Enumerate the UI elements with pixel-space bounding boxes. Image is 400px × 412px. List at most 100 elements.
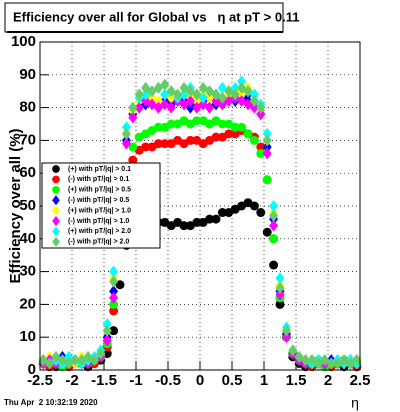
y-tick-label: 90	[19, 66, 36, 83]
data-point	[275, 282, 285, 294]
legend-marker	[52, 205, 60, 216]
data-point	[256, 108, 266, 121]
data-point	[160, 78, 170, 91]
data-point	[269, 200, 279, 212]
data-point	[230, 122, 240, 132]
data-point	[262, 175, 272, 185]
y-tick-label: 70	[19, 131, 36, 148]
data-point	[160, 139, 170, 149]
data-point	[269, 219, 279, 232]
data-point	[230, 88, 240, 101]
y-tick-label: 60	[19, 164, 36, 181]
data-point	[173, 88, 183, 101]
x-tick-label: 2	[324, 372, 332, 389]
data-point	[352, 354, 362, 367]
chart-title: Efficiency over all for Global vs η at p…	[13, 9, 299, 24]
data-point	[249, 135, 259, 145]
x-tick-label: -1.5	[91, 372, 117, 389]
x-tick-label: 1.5	[286, 372, 307, 389]
data-point	[109, 299, 119, 309]
data-point	[109, 285, 119, 298]
y-tick-label: 100	[11, 33, 36, 50]
data-point	[141, 142, 151, 152]
y-tick-label: 10	[19, 328, 36, 345]
data-point	[243, 85, 253, 98]
data-point	[102, 324, 112, 337]
legend-box	[41, 162, 161, 249]
data-point	[128, 155, 138, 165]
data-point	[192, 88, 202, 101]
data-point	[121, 137, 131, 150]
data-point	[134, 101, 144, 114]
data-point	[256, 142, 266, 152]
legend-marker	[52, 236, 60, 247]
legend-symbol	[52, 226, 60, 237]
data-point	[205, 101, 215, 114]
data-point	[102, 318, 112, 331]
title-box	[4, 2, 284, 33]
legend-marker	[52, 185, 60, 194]
data-point	[249, 95, 259, 108]
data-point	[102, 334, 112, 347]
data-point	[121, 127, 131, 140]
y-tick-label: 30	[19, 263, 36, 280]
data-point	[109, 275, 119, 288]
data-point	[211, 214, 221, 224]
y-tick-label: 20	[19, 295, 36, 312]
legend-label: (-) with pT/|q| > 1.0	[68, 218, 129, 225]
legend-marker	[52, 165, 60, 173]
data-point	[109, 291, 119, 304]
data-point	[185, 95, 195, 108]
data-point	[217, 91, 227, 104]
data-point	[166, 119, 176, 129]
data-point	[179, 221, 189, 231]
data-point	[192, 217, 202, 227]
data-point	[275, 272, 285, 285]
data-point	[288, 344, 298, 357]
data-point	[115, 280, 125, 290]
data-point	[192, 116, 202, 126]
data-point	[96, 347, 106, 360]
data-point	[262, 134, 272, 147]
x-tick-label: -1	[129, 372, 142, 389]
data-point	[166, 101, 176, 114]
x-tick-label: 0.5	[222, 372, 243, 389]
data-point	[128, 111, 138, 124]
legend-symbol	[52, 236, 60, 247]
legend: (+) with pT/|q| > 0.1 (-) with pT/|q| > 0…	[41, 162, 161, 249]
data-point	[269, 260, 279, 270]
legend-symbol	[52, 215, 60, 227]
data-point	[326, 357, 336, 370]
data-point	[128, 101, 138, 114]
data-point	[262, 127, 272, 140]
legend-label: (+) with pT/|q| > 0.1	[68, 166, 131, 173]
data-point	[205, 214, 215, 224]
x-tick-label: -2.5	[27, 372, 53, 389]
footer: Thu Apr 2 10:32:19 2020	[4, 398, 98, 407]
legend-label: (+) with pT/|q| > 2.0	[68, 228, 131, 235]
x-tick-label: 0	[196, 372, 204, 389]
legend-symbol	[52, 165, 60, 173]
data-point	[262, 227, 272, 237]
data-point	[269, 209, 279, 222]
legend-marker	[52, 215, 60, 227]
data-point	[249, 201, 259, 211]
legend-label: (-) with pT/|q| > 0.5	[68, 197, 129, 204]
x-tick-label: -2	[65, 372, 78, 389]
data-point	[217, 208, 227, 218]
data-point	[275, 299, 285, 309]
y-tick-label: 50	[19, 197, 36, 214]
legend-symbol	[52, 195, 60, 206]
data-point	[134, 88, 144, 101]
data-point	[185, 135, 195, 145]
legend-marker	[52, 175, 60, 184]
legend-marker	[52, 195, 60, 206]
data-point	[281, 324, 291, 337]
data-point	[237, 75, 247, 88]
data-point	[281, 331, 291, 344]
data-point	[70, 354, 80, 367]
legend-symbol	[52, 205, 60, 216]
frame	[39, 41, 361, 371]
data-point	[45, 357, 55, 370]
data-point	[256, 149, 266, 159]
